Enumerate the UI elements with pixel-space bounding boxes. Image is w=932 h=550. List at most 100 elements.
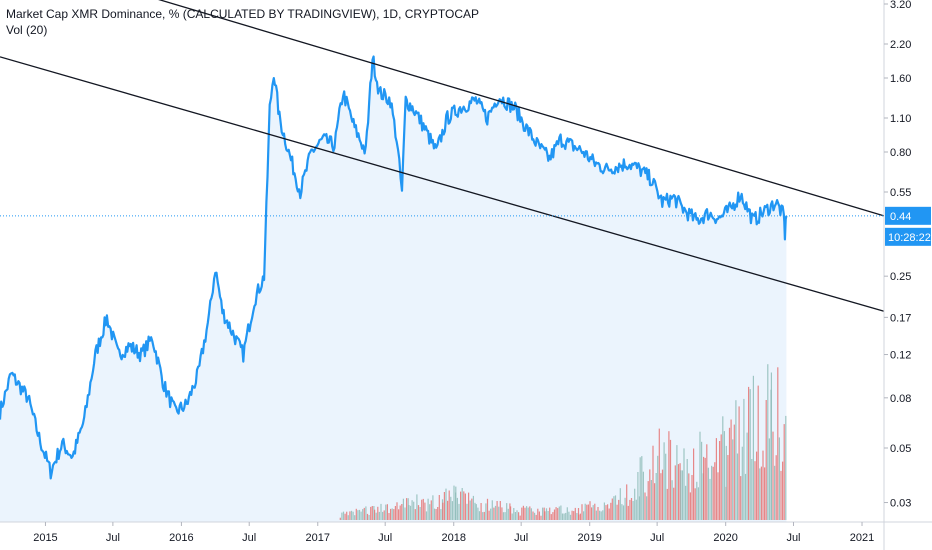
volume-bar: [398, 509, 400, 520]
volume-bar: [732, 439, 734, 520]
volume-bar: [560, 505, 562, 520]
volume-bar: [720, 434, 722, 520]
y-tick-label: 0.05: [890, 443, 911, 455]
volume-bar: [611, 498, 613, 520]
volume-bar: [757, 385, 759, 520]
volume-bar: [733, 424, 735, 520]
countdown-badge: [885, 227, 931, 246]
volume-bar: [442, 502, 444, 520]
volume-bar: [490, 508, 492, 520]
volume-bar: [752, 375, 754, 520]
volume-bar: [740, 476, 742, 520]
volume-bar: [744, 473, 747, 520]
volume-bar: [404, 507, 406, 520]
volume-bar: [437, 507, 439, 520]
volume-bar: [524, 507, 526, 520]
volume-bar: [542, 507, 544, 520]
volume-bar: [504, 512, 506, 520]
volume-bar: [748, 386, 750, 520]
volume-bar: [635, 499, 637, 520]
volume-bar: [579, 513, 581, 520]
volume-bar: [595, 510, 597, 520]
volume-bar: [555, 507, 557, 520]
volume-bar: [741, 446, 743, 520]
volume-bar: [637, 472, 639, 520]
volume-bar: [597, 507, 599, 520]
volume-bar: [764, 467, 766, 520]
volume-bar: [772, 431, 774, 520]
volume-bar: [774, 465, 776, 520]
volume-bar: [409, 505, 412, 520]
volume-bar: [494, 505, 497, 520]
x-tick-label: 2017: [306, 532, 330, 544]
volume-bar: [421, 499, 423, 520]
x-tick-label: Jul: [514, 532, 528, 544]
volume-bar: [707, 467, 709, 520]
volume-bar: [785, 415, 787, 520]
volume-bar: [482, 512, 484, 520]
volume-bar: [738, 406, 740, 520]
volume-bar: [683, 448, 685, 520]
y-tick-label: 0.55: [890, 187, 911, 199]
volume-bar: [576, 513, 578, 520]
volume-bar: [650, 480, 652, 520]
y-tick-label: 0.03: [890, 498, 911, 510]
volume-bar: [658, 428, 660, 520]
chart-title: Market Cap XMR Dominance, % (CALCULATED …: [6, 7, 480, 21]
volume-bar: [346, 511, 348, 520]
volume-bar: [638, 496, 641, 520]
y-tick-label: 0.08: [890, 393, 911, 405]
volume-bar: [422, 498, 424, 520]
volume-bar: [680, 470, 682, 520]
volume-bar: [723, 431, 725, 520]
volume-bar: [666, 488, 668, 520]
x-tick-label: Jul: [650, 532, 664, 544]
volume-bar: [373, 506, 375, 520]
volume-bar: [602, 510, 604, 520]
volume-bar: [447, 500, 449, 520]
volume-bar: [614, 495, 617, 520]
x-tick-label: 2020: [713, 532, 737, 544]
volume-bar: [591, 507, 593, 520]
volume-bar: [557, 508, 559, 520]
volume-bar: [386, 504, 388, 520]
volume-bar: [624, 497, 626, 520]
volume-bar: [363, 507, 365, 520]
volume-bar: [419, 507, 421, 520]
volume-bar: [339, 517, 341, 520]
volume-bar: [715, 438, 717, 520]
volume-bar: [477, 507, 479, 520]
volume-bar: [438, 495, 440, 520]
volume-bar: [594, 503, 596, 520]
volume-bar: [402, 498, 404, 520]
volume-bar: [671, 480, 673, 520]
volume-bar: [655, 473, 657, 520]
volume-bar: [460, 491, 462, 520]
volume-bar: [689, 492, 691, 520]
volume-bar: [587, 504, 589, 520]
volume-bar: [722, 416, 724, 520]
volume-bar: [719, 441, 721, 520]
volume-bar: [592, 505, 594, 520]
volume-bar: [727, 455, 729, 520]
y-tick-label: 3.20: [890, 0, 911, 11]
volume-bar: [547, 511, 549, 520]
volume-bar: [451, 501, 453, 520]
volume-bar: [455, 486, 457, 520]
x-tick-label: 2018: [441, 532, 465, 544]
volume-bar: [621, 504, 623, 520]
volume-bar: [453, 485, 455, 520]
volume-bar: [540, 515, 542, 520]
volume-bar: [370, 506, 372, 520]
volume-bar: [341, 512, 343, 520]
volume-bar: [350, 510, 353, 520]
volume-bar: [527, 507, 529, 520]
volume-bar: [688, 473, 690, 520]
volume-bar: [399, 505, 401, 520]
volume-bar: [385, 504, 387, 520]
price-line: [0, 55, 788, 480]
volume-bar: [566, 507, 568, 520]
volume-bar: [509, 503, 511, 520]
volume-bar: [502, 512, 505, 520]
